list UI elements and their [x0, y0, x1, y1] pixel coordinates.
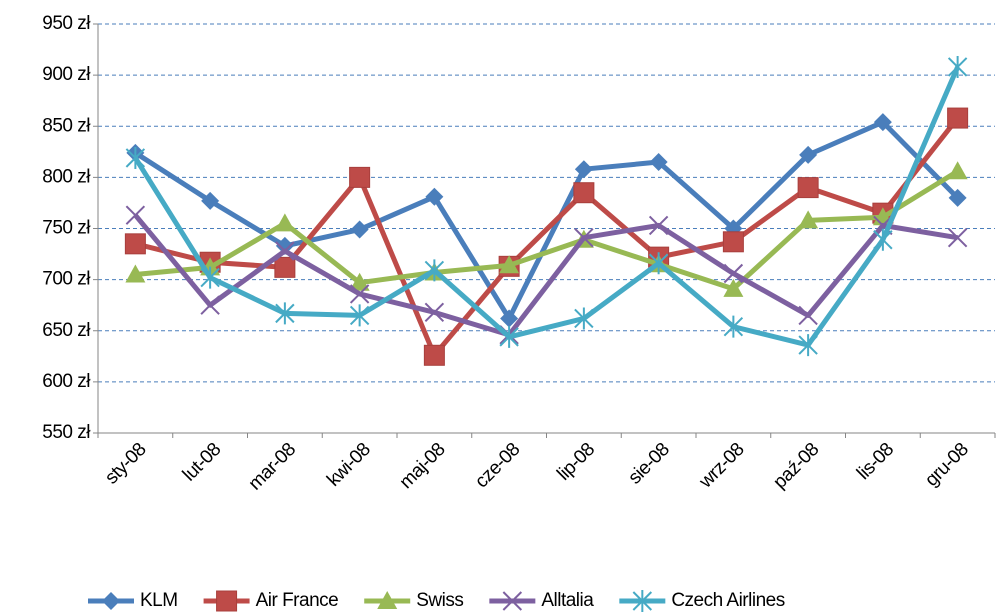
legend-label: KLM	[140, 590, 178, 611]
data-point	[201, 191, 220, 210]
legend-marker	[502, 591, 523, 611]
data-point	[125, 205, 146, 225]
data-point	[124, 233, 146, 255]
data-point	[574, 160, 593, 179]
y-tick-label: 700 zł	[42, 269, 91, 290]
y-tick-label: 800 zł	[42, 166, 91, 187]
x-tick-label: gru-08	[921, 439, 973, 491]
x-tick-label: maj-08	[396, 439, 450, 493]
data-point	[649, 153, 668, 172]
legend-marker	[102, 592, 120, 610]
series-line	[133, 213, 959, 338]
y-tick-label: 600 zł	[42, 371, 91, 392]
data-point	[424, 259, 445, 282]
y-tick-label: 750 zł	[42, 218, 91, 239]
data-point	[275, 302, 295, 325]
legend-label: Czech Airlines	[671, 590, 784, 611]
data-point	[349, 272, 370, 291]
series-line	[133, 65, 960, 348]
x-tick-label: lip-08	[553, 439, 599, 485]
legend-marker	[632, 590, 653, 612]
data-point	[200, 295, 220, 315]
y-tick-label: 550 zł	[42, 422, 91, 443]
data-point	[275, 241, 295, 261]
data-point	[275, 236, 294, 255]
data-point	[350, 220, 369, 239]
data-point	[723, 278, 744, 297]
x-tick-label: lut-08	[179, 439, 225, 485]
data-point	[274, 256, 296, 278]
data-point	[723, 263, 744, 284]
data-point	[425, 187, 444, 206]
x-tick-label: paź-08	[769, 439, 823, 493]
data-point	[798, 210, 819, 229]
data-point	[798, 334, 818, 357]
data-point	[125, 146, 146, 169]
data-point	[648, 252, 669, 275]
data-point	[648, 215, 669, 236]
data-point	[574, 227, 594, 248]
x-tick-label: mar-08	[245, 439, 300, 494]
series-line	[134, 119, 960, 321]
legend-label: Swiss	[416, 590, 463, 611]
data-point	[125, 264, 146, 283]
series-line	[135, 169, 959, 292]
y-tick-label: 900 zł	[42, 64, 91, 85]
data-point	[349, 284, 370, 304]
legend-marker	[377, 591, 398, 609]
x-tick-label: lis-08	[853, 439, 898, 484]
data-point	[274, 213, 295, 232]
data-point	[948, 188, 967, 207]
legend-marker	[216, 590, 238, 612]
data-point	[873, 228, 893, 251]
y-tick-label: 850 zł	[42, 115, 91, 136]
x-tick-label: wrz-08	[695, 439, 749, 493]
data-point	[423, 344, 445, 366]
data-point	[722, 231, 744, 253]
data-point	[947, 227, 968, 248]
data-point	[574, 307, 594, 330]
data-point	[349, 304, 370, 327]
x-tick-label: cze-08	[471, 439, 524, 492]
data-point	[500, 309, 519, 328]
data-point	[947, 107, 969, 129]
x-tick-label: sty-08	[101, 439, 150, 488]
data-point	[573, 182, 595, 204]
data-point	[797, 177, 819, 199]
y-tick-label: 950 zł	[42, 13, 91, 34]
data-point	[723, 315, 744, 338]
data-point	[947, 161, 968, 180]
data-point	[499, 325, 519, 348]
data-point	[200, 266, 220, 289]
data-point	[424, 302, 445, 323]
series-line	[134, 116, 960, 358]
x-tick-label: sie-08	[624, 439, 673, 488]
x-tick-label: kwi-08	[323, 439, 375, 491]
data-point	[798, 305, 818, 326]
y-tick-label: 650 zł	[42, 320, 91, 341]
data-point	[873, 113, 892, 132]
data-point	[799, 145, 818, 164]
data-point	[349, 166, 371, 188]
legend-label: Air France	[256, 590, 339, 611]
data-point	[499, 255, 520, 274]
legend-label: Alltalia	[541, 590, 594, 611]
data-point	[947, 55, 968, 78]
